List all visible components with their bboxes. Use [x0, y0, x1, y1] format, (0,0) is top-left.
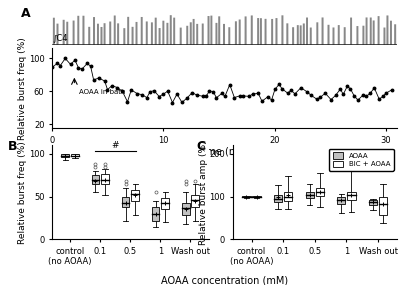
FancyBboxPatch shape: [101, 174, 109, 184]
FancyBboxPatch shape: [369, 200, 377, 205]
FancyBboxPatch shape: [71, 154, 79, 156]
FancyBboxPatch shape: [91, 175, 99, 184]
FancyBboxPatch shape: [284, 192, 292, 201]
FancyBboxPatch shape: [152, 207, 160, 221]
Text: A: A: [21, 7, 31, 20]
FancyBboxPatch shape: [316, 188, 324, 196]
FancyBboxPatch shape: [242, 196, 251, 197]
Y-axis label: Relative burst amp (%): Relative burst amp (%): [199, 140, 208, 245]
Text: #: #: [111, 141, 119, 150]
Text: B: B: [8, 140, 18, 153]
Text: AOAA in bath: AOAA in bath: [79, 89, 126, 95]
FancyBboxPatch shape: [347, 192, 356, 200]
FancyBboxPatch shape: [122, 197, 130, 207]
FancyBboxPatch shape: [306, 192, 314, 198]
Y-axis label: Relative burst freq (%): Relative burst freq (%): [18, 37, 27, 140]
FancyBboxPatch shape: [191, 195, 199, 207]
FancyBboxPatch shape: [131, 190, 139, 201]
Text: C: C: [196, 140, 206, 153]
Legend: AOAA, BIC + AOAA: AOAA, BIC + AOAA: [329, 149, 393, 171]
Y-axis label: Relative burst freq (%): Relative burst freq (%): [18, 141, 27, 244]
FancyBboxPatch shape: [161, 198, 169, 209]
X-axis label: Time (min): Time (min): [198, 146, 251, 156]
Text: AOAA concentration (mM): AOAA concentration (mM): [161, 276, 288, 285]
Text: ∫C4: ∫C4: [52, 33, 68, 42]
FancyBboxPatch shape: [274, 194, 282, 202]
FancyBboxPatch shape: [182, 203, 190, 215]
FancyBboxPatch shape: [61, 154, 69, 157]
FancyBboxPatch shape: [337, 197, 345, 204]
FancyBboxPatch shape: [253, 196, 261, 197]
FancyBboxPatch shape: [379, 197, 387, 215]
